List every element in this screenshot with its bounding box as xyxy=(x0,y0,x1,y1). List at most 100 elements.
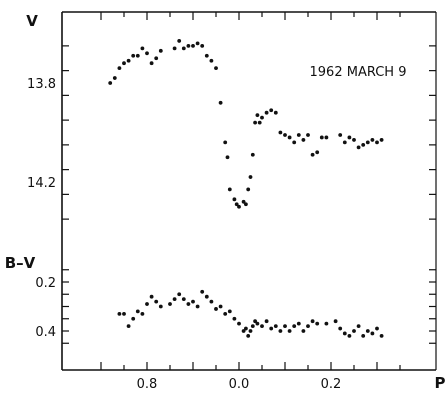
bv-data-point xyxy=(269,326,274,331)
bv-axis-title: B–V xyxy=(5,254,36,272)
bv-data-point xyxy=(315,321,320,326)
v-data-point xyxy=(225,155,230,160)
v-data-point xyxy=(232,197,237,202)
bv-data-point xyxy=(347,334,352,338)
bv-data-point xyxy=(292,324,297,328)
v-data-point xyxy=(379,138,384,142)
v-data-point xyxy=(209,58,214,63)
v-data-point xyxy=(158,48,163,53)
bv-data-point xyxy=(200,289,205,294)
bv-data-point xyxy=(248,329,253,333)
bv-data-point xyxy=(158,304,163,309)
v-data-point xyxy=(108,81,113,85)
bv-data-point xyxy=(154,299,159,304)
v-data-point xyxy=(356,145,361,150)
v-data-point xyxy=(250,152,255,157)
bv-data-point xyxy=(379,334,384,338)
v-data-point xyxy=(223,140,228,145)
v-data-point xyxy=(204,53,209,58)
v-data-point xyxy=(375,140,379,145)
v-data-point xyxy=(145,51,149,56)
bv-y-tick-label: 0.2 xyxy=(35,276,56,291)
v-data-point xyxy=(234,202,239,207)
bv-data-point xyxy=(342,331,347,336)
bv-data-point xyxy=(135,309,140,314)
bv-data-point xyxy=(264,319,269,324)
v-data-point xyxy=(301,138,306,142)
v-data-point xyxy=(117,66,122,71)
bv-data-point xyxy=(181,297,186,302)
bv-data-point xyxy=(253,319,257,324)
x-tick-label: 0.0 xyxy=(229,377,250,392)
v-data-point xyxy=(191,43,195,48)
bv-data-point xyxy=(204,294,209,299)
bv-data-point xyxy=(122,311,126,316)
v-data-point xyxy=(126,58,131,63)
bv-data-point xyxy=(246,334,251,338)
bv-data-point xyxy=(191,299,195,304)
axis-ticks: 0.8 0.0 0.2 13.8 14.2 0.2 0.4 xyxy=(27,12,436,392)
bv-data-point xyxy=(375,326,379,331)
bv-data-point xyxy=(227,309,232,314)
v-data-point xyxy=(283,133,287,137)
bv-data-point xyxy=(209,299,214,304)
bv-data-point xyxy=(218,304,223,309)
bv-data-point xyxy=(324,321,329,326)
v-data-point xyxy=(255,113,260,118)
v-data-point xyxy=(347,135,352,140)
v-data-point xyxy=(361,142,366,147)
bv-data-point xyxy=(338,326,343,331)
bv-data-point xyxy=(296,321,301,326)
bv-data-point xyxy=(214,307,218,311)
bv-data-point xyxy=(250,324,255,328)
bv-data-point xyxy=(186,302,191,306)
v-data-point xyxy=(214,66,218,71)
v-data-point xyxy=(172,46,177,51)
v-axis-title: V xyxy=(26,12,38,30)
v-data-point xyxy=(241,199,246,204)
v-data-point xyxy=(195,41,200,46)
x-axis-title: P xyxy=(435,374,446,392)
v-data-point xyxy=(269,108,274,113)
bv-data-point xyxy=(310,319,315,324)
x-tick-label: 0.2 xyxy=(321,377,342,392)
bv-data-point xyxy=(287,329,292,333)
bv-data-point xyxy=(333,319,338,324)
bv-data-point xyxy=(168,302,172,306)
v-data-point xyxy=(218,100,223,105)
v-data-point xyxy=(264,110,269,115)
v-data-point xyxy=(342,140,347,145)
v-y-tick-label: 14.2 xyxy=(27,176,56,191)
v-data-point xyxy=(278,130,283,135)
v-data-point xyxy=(149,61,154,66)
v-data-point xyxy=(260,115,264,120)
v-data-point xyxy=(296,133,301,137)
bv-data-point xyxy=(365,329,370,333)
v-data-point xyxy=(177,39,182,43)
bv-data-point xyxy=(126,324,131,328)
bv-data-point xyxy=(306,324,310,328)
v-data-point xyxy=(227,187,232,192)
bv-data-point xyxy=(352,329,356,333)
bv-data-point xyxy=(237,321,241,326)
bv-data-point xyxy=(140,311,145,316)
v-data-point xyxy=(352,138,356,142)
bv-data-point xyxy=(273,324,278,328)
bv-data-point xyxy=(131,316,136,321)
v-data-point xyxy=(131,53,136,58)
v-data-point xyxy=(154,56,159,61)
v-data-point xyxy=(315,150,320,155)
v-data-point xyxy=(319,135,324,140)
x-tick-label: 0.8 xyxy=(137,377,158,392)
bv-data-point xyxy=(195,304,200,309)
v-data-point xyxy=(248,175,253,179)
bv-data-point xyxy=(223,311,228,316)
bv-data-point xyxy=(255,321,260,326)
bv-data-point xyxy=(301,329,306,333)
v-data-point xyxy=(122,61,126,66)
bv-data-point xyxy=(117,311,122,316)
bv-data-point xyxy=(232,316,237,321)
v-y-tick-label: 13.8 xyxy=(27,77,56,92)
v-data-point xyxy=(292,140,297,145)
bv-data-point xyxy=(149,294,154,299)
